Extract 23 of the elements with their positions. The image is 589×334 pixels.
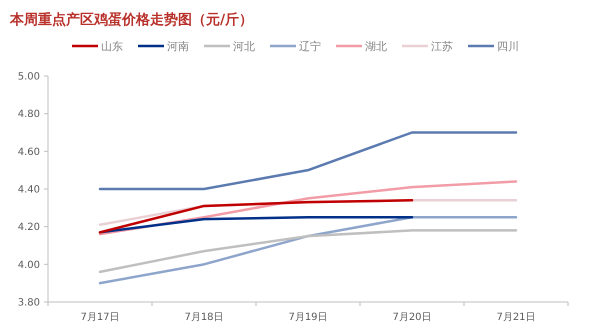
x-tick-label: 7月18日 [184,312,224,323]
legend-label: 河北 [233,40,255,53]
legend-label: 四川 [497,40,519,53]
y-tick-label: 4.20 [18,222,40,234]
y-tick-label: 4.60 [18,146,40,158]
line-series [98,229,518,274]
y-tick-label: 4.80 [18,109,40,120]
legend-label: 湖北 [365,40,387,53]
x-tick-label: 7月17日 [80,312,120,323]
y-tick-label: 5.00 [18,72,40,82]
legend-label: 江苏 [431,40,453,53]
y-tick-label: 4.00 [18,260,40,271]
y-tick-label: 3.80 [18,298,40,308]
legend-label: 辽宁 [299,40,321,53]
line-series [98,199,414,234]
x-tick-label: 7月19日 [288,312,328,323]
x-tick-label: 7月20日 [392,312,432,323]
chart-title: 本周重点产区鸡蛋价格走势图（元/斤） [9,11,254,28]
line-series [98,216,518,284]
y-tick-label: 4.40 [18,184,40,196]
x-tick-label: 7月21日 [496,312,536,323]
legend-label: 山东 [101,40,123,53]
legend-label: 河南 [167,40,189,53]
